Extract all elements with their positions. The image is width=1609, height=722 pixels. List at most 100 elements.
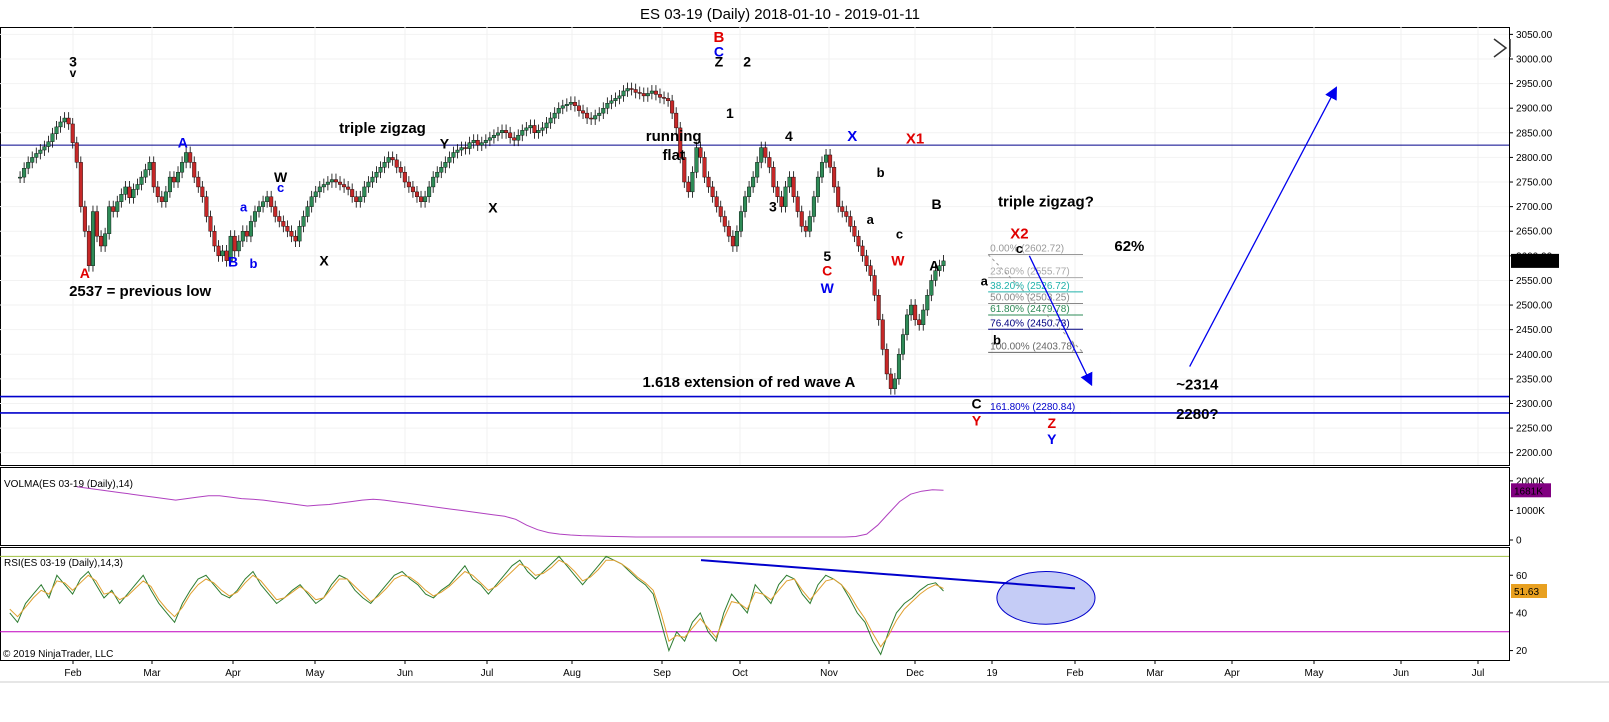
price-candle xyxy=(868,265,873,276)
price-candle xyxy=(876,295,881,321)
price-tick-label: 3050.00 xyxy=(1516,30,1553,41)
price-candle xyxy=(767,157,772,168)
price-candle xyxy=(135,184,140,190)
rsi-label: RSI(ES 03-19 (Daily),14,3) xyxy=(4,558,123,569)
price-candle xyxy=(905,314,910,335)
wave-label: 2 xyxy=(743,53,751,69)
price-candle xyxy=(925,295,930,311)
price-candle xyxy=(913,304,918,321)
price-candle xyxy=(378,167,383,173)
price-candle xyxy=(751,176,756,188)
scroll-to-end-icon[interactable] xyxy=(1490,36,1518,60)
x-tick-label: Oct xyxy=(732,668,748,679)
price-candle xyxy=(123,186,128,195)
x-tick-label: Feb xyxy=(1066,668,1084,679)
price-candle xyxy=(228,235,233,261)
price-candle xyxy=(414,191,419,197)
price-candle xyxy=(937,265,942,271)
projection-arrow xyxy=(1028,255,1093,387)
wave-label: 2537 = previous low xyxy=(69,283,211,300)
price-candle xyxy=(184,152,189,163)
price-candle xyxy=(597,112,602,116)
price-candle xyxy=(398,167,403,173)
price-candle xyxy=(151,162,156,188)
fib-level-label: 38.20% (2526.72) xyxy=(990,281,1070,292)
price-candle xyxy=(706,176,711,188)
price-candle xyxy=(718,206,723,217)
price-candle xyxy=(220,250,225,257)
price-candle xyxy=(180,162,185,173)
price-tick-label: 2450.00 xyxy=(1516,325,1553,336)
price-candle xyxy=(860,245,865,257)
price-candle xyxy=(564,104,569,106)
price-candle xyxy=(273,206,278,217)
price-candle xyxy=(722,216,727,227)
wave-label: W xyxy=(821,280,835,296)
price-candle xyxy=(30,157,35,163)
price-candle xyxy=(933,270,938,281)
price-candle xyxy=(22,168,27,178)
price-candle xyxy=(836,186,841,207)
x-tick-label: May xyxy=(306,668,325,679)
price-candle xyxy=(560,105,565,109)
price-tick-label: 2200.00 xyxy=(1516,448,1553,459)
x-tick-label: Dec xyxy=(906,668,924,679)
price-candle xyxy=(532,125,537,134)
wave-label: C xyxy=(714,44,724,60)
wave-label: v xyxy=(70,66,77,80)
copyright-text: © 2019 NinjaTrader, LLC xyxy=(3,649,113,660)
wave-label: Y xyxy=(440,136,450,152)
price-candle xyxy=(556,108,561,114)
price-candle xyxy=(828,154,833,168)
price-candle xyxy=(844,211,849,217)
wave-label: B xyxy=(714,29,725,46)
x-tick-label: Sep xyxy=(653,668,671,679)
x-tick-label: Apr xyxy=(1224,668,1240,679)
price-candle xyxy=(285,226,290,232)
price-tick-label: 2650.00 xyxy=(1516,227,1553,238)
price-tick-label: 2350.00 xyxy=(1516,374,1553,385)
price-candle xyxy=(734,231,739,247)
price-candle xyxy=(459,147,464,151)
price-candle xyxy=(342,184,347,188)
price-candle xyxy=(572,102,577,106)
price-tick-label: 2850.00 xyxy=(1516,128,1553,139)
volma-label: VOLMA(ES 03-19 (Daily),14) xyxy=(4,479,133,490)
price-candle xyxy=(317,186,322,193)
last-price-label: 2589.75 xyxy=(1514,257,1551,268)
volma-tick-label: 0 xyxy=(1516,536,1522,547)
price-candle xyxy=(799,211,804,227)
price-candle xyxy=(929,280,934,296)
price-candle xyxy=(609,100,614,104)
price-candle xyxy=(896,354,901,380)
price-candle xyxy=(74,142,79,163)
price-candle xyxy=(815,176,820,197)
price-candle xyxy=(257,206,262,212)
price-candle xyxy=(698,147,703,158)
price-candle xyxy=(475,139,480,146)
price-candle xyxy=(747,186,752,197)
price-candle xyxy=(755,162,760,178)
wave-label: flat xyxy=(662,147,685,164)
price-candle xyxy=(200,186,205,197)
price-tick-label: 2950.00 xyxy=(1516,79,1553,90)
price-candle xyxy=(714,196,719,207)
rsi-tick-label: 20 xyxy=(1516,646,1528,657)
price-candle xyxy=(471,139,476,143)
price-candle xyxy=(265,196,270,202)
price-candle xyxy=(188,152,193,163)
price-candle xyxy=(252,211,257,222)
price-candle xyxy=(402,171,407,183)
price-candle xyxy=(232,235,237,252)
fib-level-label: 0.00% (2602.72) xyxy=(990,244,1064,255)
wave-label: triple zigzag xyxy=(339,120,426,137)
rsi-last-badge xyxy=(1511,584,1547,599)
price-candle xyxy=(293,235,298,242)
price-candle xyxy=(196,176,201,188)
price-tick-label: 2800.00 xyxy=(1516,153,1553,164)
wave-label: X2 xyxy=(1010,226,1028,243)
price-candle xyxy=(447,157,452,163)
wave-label: C xyxy=(822,263,832,279)
price-candle xyxy=(508,132,513,138)
price-candle xyxy=(95,211,100,237)
